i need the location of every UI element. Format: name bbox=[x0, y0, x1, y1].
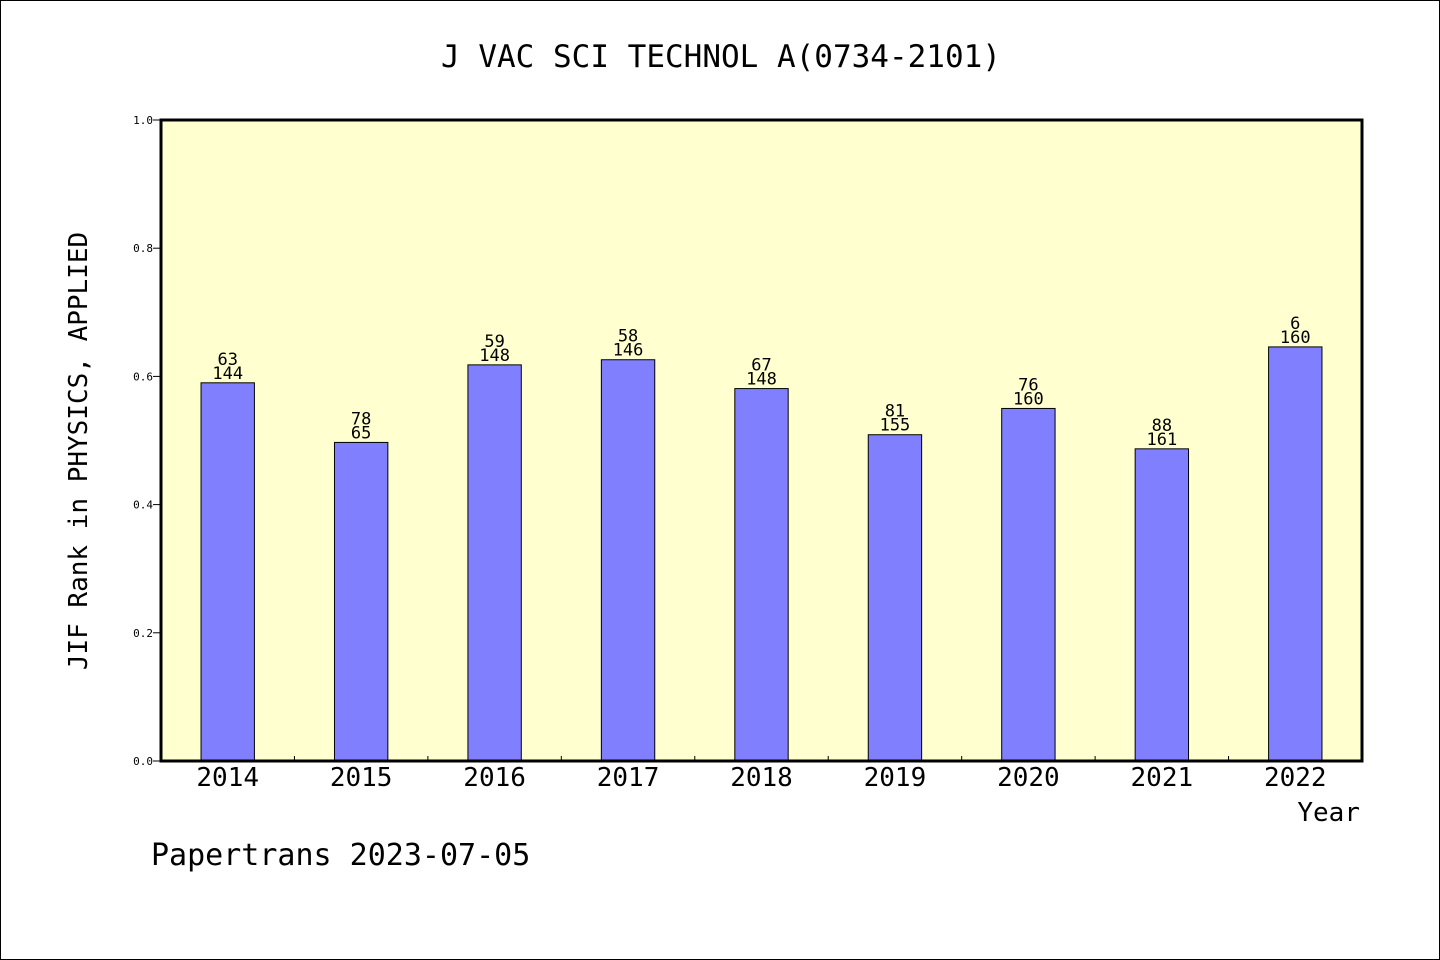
plot-frame bbox=[159, 118, 1364, 763]
x-tick-label: 2015 bbox=[330, 763, 393, 793]
bar bbox=[333, 441, 389, 762]
x-tick-label: 2021 bbox=[1131, 763, 1194, 793]
bar-label-bottom: 148 bbox=[746, 370, 777, 390]
x-tick-label: 2016 bbox=[463, 763, 526, 793]
bar bbox=[1268, 346, 1323, 762]
bar bbox=[734, 388, 789, 762]
bar-label-bottom: 144 bbox=[212, 364, 243, 384]
bar bbox=[600, 359, 656, 762]
y-axis-title: JIF Rank in PHYSICS, APPLIED bbox=[64, 232, 94, 670]
y-tick-label: 0.2 bbox=[133, 627, 153, 640]
bar-label-top: 59 bbox=[484, 332, 504, 352]
y-tick-label: 0.0 bbox=[133, 755, 153, 768]
x-tick-label: 2014 bbox=[196, 763, 259, 793]
bar-label-top: 76 bbox=[1018, 375, 1038, 395]
x-axis: 2014 2015 2016 2017 2018 2019 2020 2021 2022 bbox=[196, 756, 1327, 793]
x-tick-label: 2019 bbox=[864, 763, 927, 793]
y-tick-label: 0.4 bbox=[133, 499, 153, 512]
bar-label-bottom: 148 bbox=[479, 346, 510, 366]
bar-label-top: 58 bbox=[618, 327, 638, 347]
bar bbox=[1134, 448, 1190, 762]
chart-title: J VAC SCI TECHNOL A(0734-2101) bbox=[441, 39, 1001, 75]
y-tick-label: 1.0 bbox=[133, 114, 153, 127]
bar-label-top: 63 bbox=[217, 350, 237, 370]
bar-series bbox=[200, 346, 1323, 762]
bar bbox=[467, 364, 522, 762]
bar-label-top: 67 bbox=[751, 356, 771, 376]
bar-label-top: 78 bbox=[351, 409, 371, 429]
bar-label-bottom: 161 bbox=[1146, 430, 1177, 450]
x-tick-label: 2022 bbox=[1264, 763, 1327, 793]
bar-label-bottom: 160 bbox=[1280, 328, 1311, 348]
bar bbox=[200, 382, 255, 762]
bar-label-top: 6 bbox=[1290, 314, 1300, 334]
x-tick-label: 2018 bbox=[730, 763, 793, 793]
footer-text: Papertrans 2023-07-05 bbox=[151, 838, 530, 873]
bar-label-top: 81 bbox=[885, 402, 905, 422]
bar bbox=[1001, 407, 1056, 762]
y-axis: 0.0 0.2 0.4 0.6 0.8 1.0 bbox=[133, 114, 161, 768]
x-tick-label: 2020 bbox=[997, 763, 1060, 793]
bar bbox=[867, 434, 923, 762]
bar-label-bottom: 155 bbox=[880, 416, 911, 436]
y-tick-label: 0.6 bbox=[133, 370, 153, 383]
x-tick-label: 2017 bbox=[597, 763, 660, 793]
bar-label-top: 88 bbox=[1152, 416, 1172, 436]
y-tick-label: 0.8 bbox=[133, 242, 153, 255]
bar-label-bottom: 146 bbox=[613, 341, 644, 361]
bar-label-bottom: 160 bbox=[1013, 389, 1044, 409]
x-axis-title: Year bbox=[1297, 798, 1360, 828]
bar-label-bottom: 65 bbox=[351, 423, 371, 443]
